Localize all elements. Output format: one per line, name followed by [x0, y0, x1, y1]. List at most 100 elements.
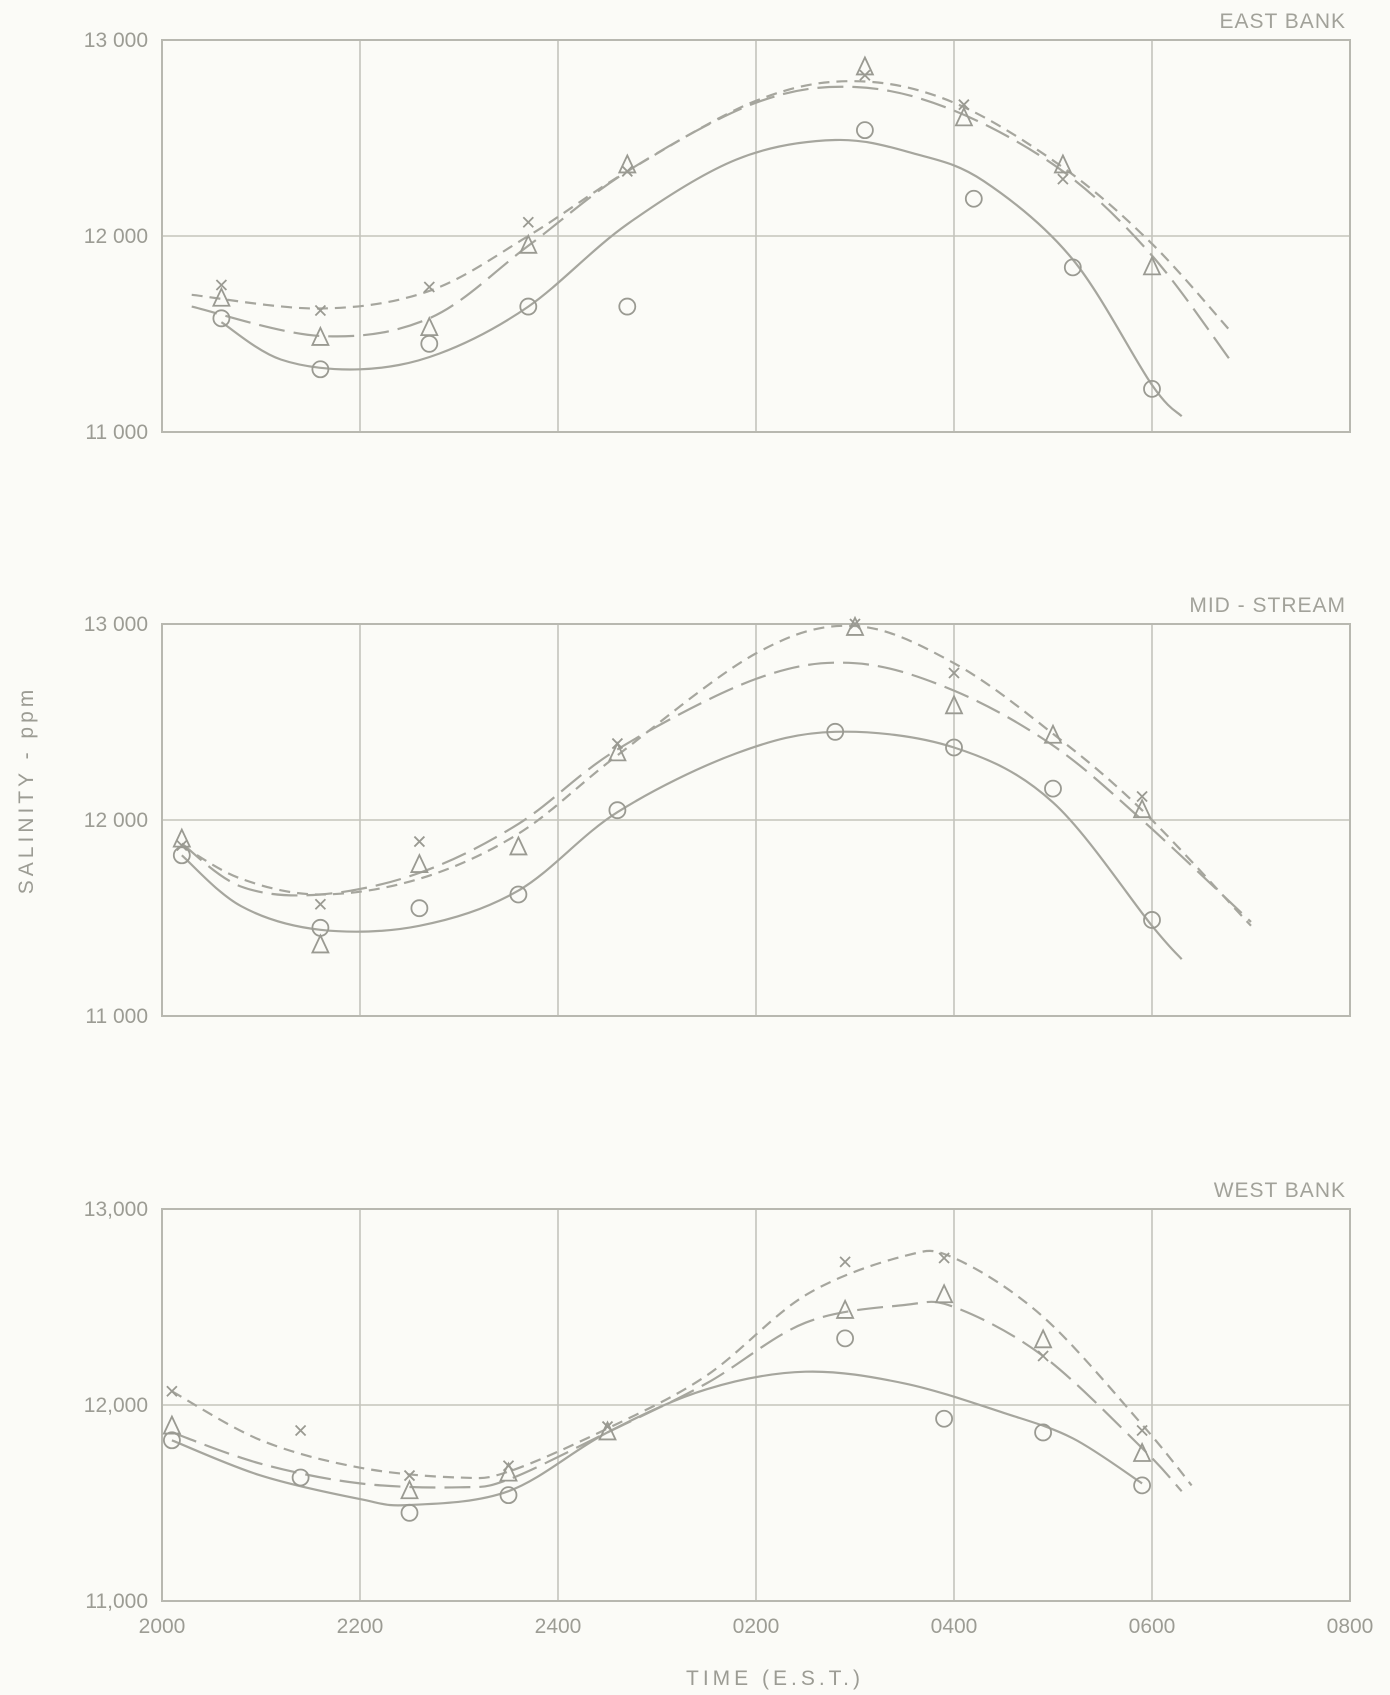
data-point-x	[314, 304, 327, 317]
data-point-triangle	[1132, 798, 1152, 819]
x-tick-label: 0200	[733, 1615, 780, 1638]
data-point-circle	[311, 360, 330, 379]
y-tick-label: 13,000	[84, 1198, 148, 1221]
series-curve-x	[191, 80, 1233, 333]
data-point-circle	[856, 121, 874, 140]
data-point-x	[938, 1252, 950, 1264]
x-tick-label: 0800	[1327, 1615, 1374, 1638]
data-point-triangle	[1053, 153, 1073, 174]
plot-frame	[161, 623, 1351, 1017]
series-curve-triangle	[191, 85, 1233, 363]
panel-title: MID - STREAM	[1189, 594, 1346, 617]
y-tick-label: 13 000	[84, 613, 148, 636]
series-curve-triangle	[181, 661, 1252, 923]
data-point-x	[423, 281, 435, 293]
data-point-circle	[410, 899, 429, 918]
data-point-circle	[400, 1503, 419, 1522]
data-point-x	[294, 1424, 307, 1437]
panel-mid-stream: 13 000 12 000 11 000 MID - STREAM	[84, 594, 1351, 1028]
data-point-x	[948, 667, 960, 679]
data-point-circle	[618, 297, 637, 316]
data-point-circle	[1044, 779, 1062, 798]
data-point-triangle	[310, 325, 330, 346]
data-point-x	[1136, 790, 1148, 803]
x-tick-label: 2200	[337, 1615, 384, 1638]
data-point-triangle	[162, 1414, 182, 1435]
data-point-x	[1136, 1424, 1148, 1437]
data-point-x	[1057, 173, 1069, 185]
data-point-triangle	[310, 933, 330, 954]
data-point-triangle	[400, 1479, 419, 1500]
data-point-circle	[1143, 379, 1161, 398]
data-point-circle	[172, 846, 191, 865]
data-point-triangle	[518, 233, 538, 254]
data-point-x	[1037, 1350, 1049, 1362]
data-point-circle	[608, 801, 627, 820]
x-tick-label: 2000	[139, 1615, 186, 1638]
panel-west-bank: 13,000 12,000 11,000 WEST BANK 2000 2200 2400 0…	[84, 1179, 1374, 1638]
data-point-circle	[935, 1409, 953, 1428]
y-tick-label: 12,000	[84, 1394, 148, 1417]
data-point-triangle	[954, 106, 974, 127]
data-point-x	[849, 618, 861, 630]
data-point-circle	[964, 189, 983, 208]
data-point-triangle	[211, 286, 231, 307]
y-tick-label: 12 000	[84, 809, 148, 832]
data-point-circle	[1063, 258, 1082, 277]
x-tick-label: 2400	[535, 1615, 582, 1638]
data-point-triangle	[835, 1298, 855, 1319]
y-tick-label: 12 000	[84, 225, 148, 248]
y-tick-label: 11 000	[85, 1005, 148, 1028]
data-point-circle	[509, 885, 528, 904]
data-point-x	[522, 216, 534, 228]
data-point-x	[403, 1469, 416, 1482]
y-tick-label: 13 000	[84, 29, 148, 52]
data-point-circle	[945, 738, 963, 757]
data-point-triangle	[944, 694, 964, 715]
series-curve-triangle	[171, 1300, 1183, 1492]
data-point-circle	[291, 1468, 310, 1487]
plot-frame	[161, 39, 1351, 433]
data-point-triangle	[617, 153, 637, 174]
data-point-x	[215, 279, 228, 291]
series-curve-circle	[220, 138, 1183, 418]
panel-title: EAST BANK	[1220, 10, 1347, 33]
data-point-circle	[836, 1329, 854, 1348]
data-point-triangle	[1142, 255, 1162, 276]
y-tick-label: 11 000	[85, 421, 148, 444]
data-point-x	[314, 898, 327, 910]
data-point-triangle	[1043, 723, 1063, 744]
data-point-triangle	[845, 615, 865, 636]
y-tick-label: 11,000	[85, 1590, 148, 1613]
data-point-circle	[311, 918, 330, 937]
data-point-triangle	[598, 1420, 617, 1441]
panel-title: WEST BANK	[1214, 1179, 1346, 1202]
data-point-circle	[162, 1431, 181, 1450]
data-point-x	[413, 835, 426, 848]
data-point-circle	[519, 297, 538, 316]
data-point-triangle	[419, 316, 439, 337]
data-point-x	[621, 165, 633, 177]
data-point-triangle	[855, 55, 875, 76]
data-point-circle	[1133, 1476, 1151, 1495]
series-curve-circle	[171, 1370, 1143, 1507]
series-curve-circle	[181, 730, 1183, 960]
data-point-circle	[826, 722, 845, 741]
data-point-circle	[1143, 911, 1161, 929]
data-point-x	[166, 1385, 178, 1397]
data-point-triangle	[1132, 1441, 1152, 1462]
series-curve-x	[181, 624, 1252, 927]
panel-east-bank: 13 000 12 000 11 000 EAST BANK	[84, 10, 1351, 444]
x-tick-label: 0400	[931, 1615, 978, 1638]
data-point-triangle	[607, 741, 627, 762]
data-point-x	[839, 1256, 851, 1268]
plot-frame	[161, 1208, 1351, 1602]
data-point-circle	[212, 309, 231, 328]
x-tick-label: 0600	[1129, 1615, 1176, 1638]
x-axis-title: TIME (E.S.T.)	[686, 1667, 864, 1690]
data-point-triangle	[1033, 1328, 1053, 1349]
series-curve-x	[171, 1249, 1193, 1487]
data-point-triangle	[499, 1461, 518, 1482]
